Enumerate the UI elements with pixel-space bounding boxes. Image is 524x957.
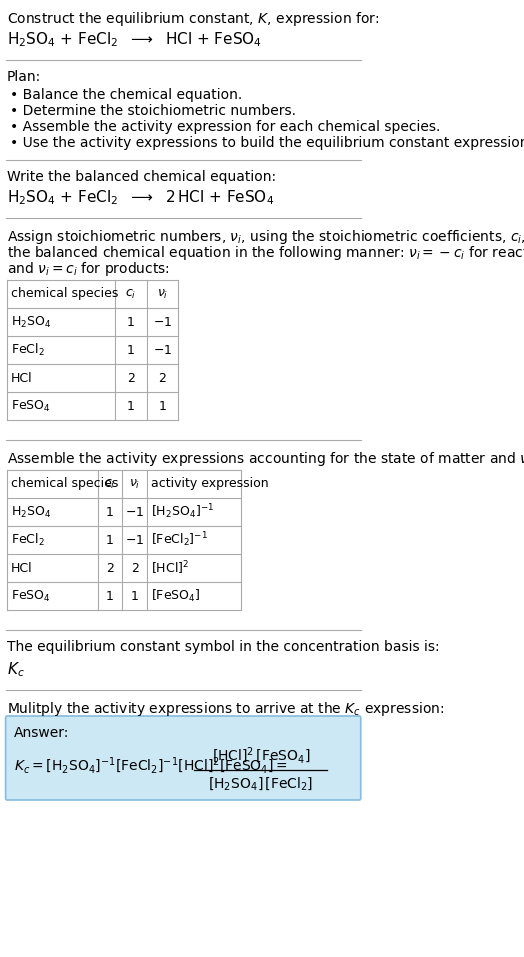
Text: Write the balanced chemical equation:: Write the balanced chemical equation: [7, 170, 276, 184]
Text: Plan:: Plan: [7, 70, 41, 84]
Text: $\mathrm{FeCl_2}$: $\mathrm{FeCl_2}$ [11, 342, 45, 358]
Text: $K_c$: $K_c$ [7, 660, 25, 679]
Text: $K_c = [\mathrm{H_2SO_4}]^{-1}[\mathrm{FeCl_2}]^{-1}[\mathrm{HCl}]^2[\mathrm{FeS: $K_c = [\mathrm{H_2SO_4}]^{-1}[\mathrm{F… [14, 756, 288, 776]
Text: 2: 2 [127, 371, 135, 385]
Text: $\mathrm{FeSO_4}$: $\mathrm{FeSO_4}$ [11, 398, 51, 413]
Text: $\mathrm{H_2SO_4}$ $+$ $\mathrm{FeCl_2}$  $\longrightarrow$  $\mathrm{HCl}$ $+$ : $\mathrm{H_2SO_4}$ $+$ $\mathrm{FeCl_2}$… [7, 30, 262, 49]
Text: the balanced chemical equation in the following manner: $\nu_i = -c_i$ for react: the balanced chemical equation in the fo… [7, 244, 524, 262]
Text: $-1$: $-1$ [153, 316, 172, 328]
Text: and $\nu_i = c_i$ for products:: and $\nu_i = c_i$ for products: [7, 260, 170, 278]
Text: 1: 1 [106, 533, 114, 546]
Text: • Determine the stoichiometric numbers.: • Determine the stoichiometric numbers. [10, 104, 296, 118]
FancyBboxPatch shape [6, 716, 361, 800]
Text: $\nu_i$: $\nu_i$ [129, 478, 140, 491]
Text: 2: 2 [159, 371, 167, 385]
Text: $\mathrm{H_2SO_4}$: $\mathrm{H_2SO_4}$ [11, 504, 51, 520]
Text: $c_i$: $c_i$ [125, 287, 137, 300]
Text: 1: 1 [127, 399, 135, 412]
Text: $c_i$: $c_i$ [104, 478, 116, 491]
Text: $[\mathrm{H_2SO_4}]^{-1}$: $[\mathrm{H_2SO_4}]^{-1}$ [151, 502, 214, 522]
Text: • Use the activity expressions to build the equilibrium constant expression.: • Use the activity expressions to build … [10, 136, 524, 150]
Text: 1: 1 [106, 505, 114, 519]
Text: The equilibrium constant symbol in the concentration basis is:: The equilibrium constant symbol in the c… [7, 640, 440, 654]
Text: $[\mathrm{FeCl_2}]^{-1}$: $[\mathrm{FeCl_2}]^{-1}$ [151, 530, 208, 549]
Text: Assign stoichiometric numbers, $\nu_i$, using the stoichiometric coefficients, $: Assign stoichiometric numbers, $\nu_i$, … [7, 228, 524, 246]
Text: $-1$: $-1$ [125, 533, 144, 546]
Text: $[\mathrm{HCl}]^2\,[\mathrm{FeSO_4}]$: $[\mathrm{HCl}]^2\,[\mathrm{FeSO_4}]$ [212, 746, 310, 767]
Text: • Balance the chemical equation.: • Balance the chemical equation. [10, 88, 242, 102]
Text: 1: 1 [130, 590, 138, 603]
Text: Assemble the activity expressions accounting for the state of matter and $\nu_i$: Assemble the activity expressions accoun… [7, 450, 524, 468]
Text: $\nu_i$: $\nu_i$ [157, 287, 168, 300]
Text: $\mathrm{FeSO_4}$: $\mathrm{FeSO_4}$ [11, 589, 51, 604]
Text: 2: 2 [106, 562, 114, 574]
Text: Answer:: Answer: [14, 726, 69, 740]
Text: $-1$: $-1$ [125, 505, 144, 519]
Text: $[\mathrm{H_2SO_4}]\,[\mathrm{FeCl_2}]$: $[\mathrm{H_2SO_4}]\,[\mathrm{FeCl_2}]$ [208, 775, 313, 792]
Text: 1: 1 [127, 316, 135, 328]
Text: • Assemble the activity expression for each chemical species.: • Assemble the activity expression for e… [10, 120, 440, 134]
Text: chemical species: chemical species [11, 478, 118, 491]
Text: $[\mathrm{HCl}]^2$: $[\mathrm{HCl}]^2$ [151, 559, 189, 577]
Text: $\mathrm{H_2SO_4}$ $+$ $\mathrm{FeCl_2}$  $\longrightarrow$  $2\,\mathrm{HCl}$ $: $\mathrm{H_2SO_4}$ $+$ $\mathrm{FeCl_2}$… [7, 188, 274, 207]
Text: 1: 1 [127, 344, 135, 357]
Text: 2: 2 [130, 562, 138, 574]
Text: $\mathrm{H_2SO_4}$: $\mathrm{H_2SO_4}$ [11, 315, 51, 329]
Text: HCl: HCl [11, 562, 33, 574]
Text: 1: 1 [159, 399, 167, 412]
Text: chemical species: chemical species [11, 287, 118, 300]
Text: Mulitply the activity expressions to arrive at the $K_c$ expression:: Mulitply the activity expressions to arr… [7, 700, 444, 718]
Text: $-1$: $-1$ [153, 344, 172, 357]
Text: $[\mathrm{FeSO_4}]$: $[\mathrm{FeSO_4}]$ [151, 588, 200, 604]
Text: HCl: HCl [11, 371, 33, 385]
Text: Construct the equilibrium constant, $K$, expression for:: Construct the equilibrium constant, $K$,… [7, 10, 379, 28]
Text: $\mathrm{FeCl_2}$: $\mathrm{FeCl_2}$ [11, 532, 45, 548]
Text: 1: 1 [106, 590, 114, 603]
Text: activity expression: activity expression [151, 478, 269, 491]
